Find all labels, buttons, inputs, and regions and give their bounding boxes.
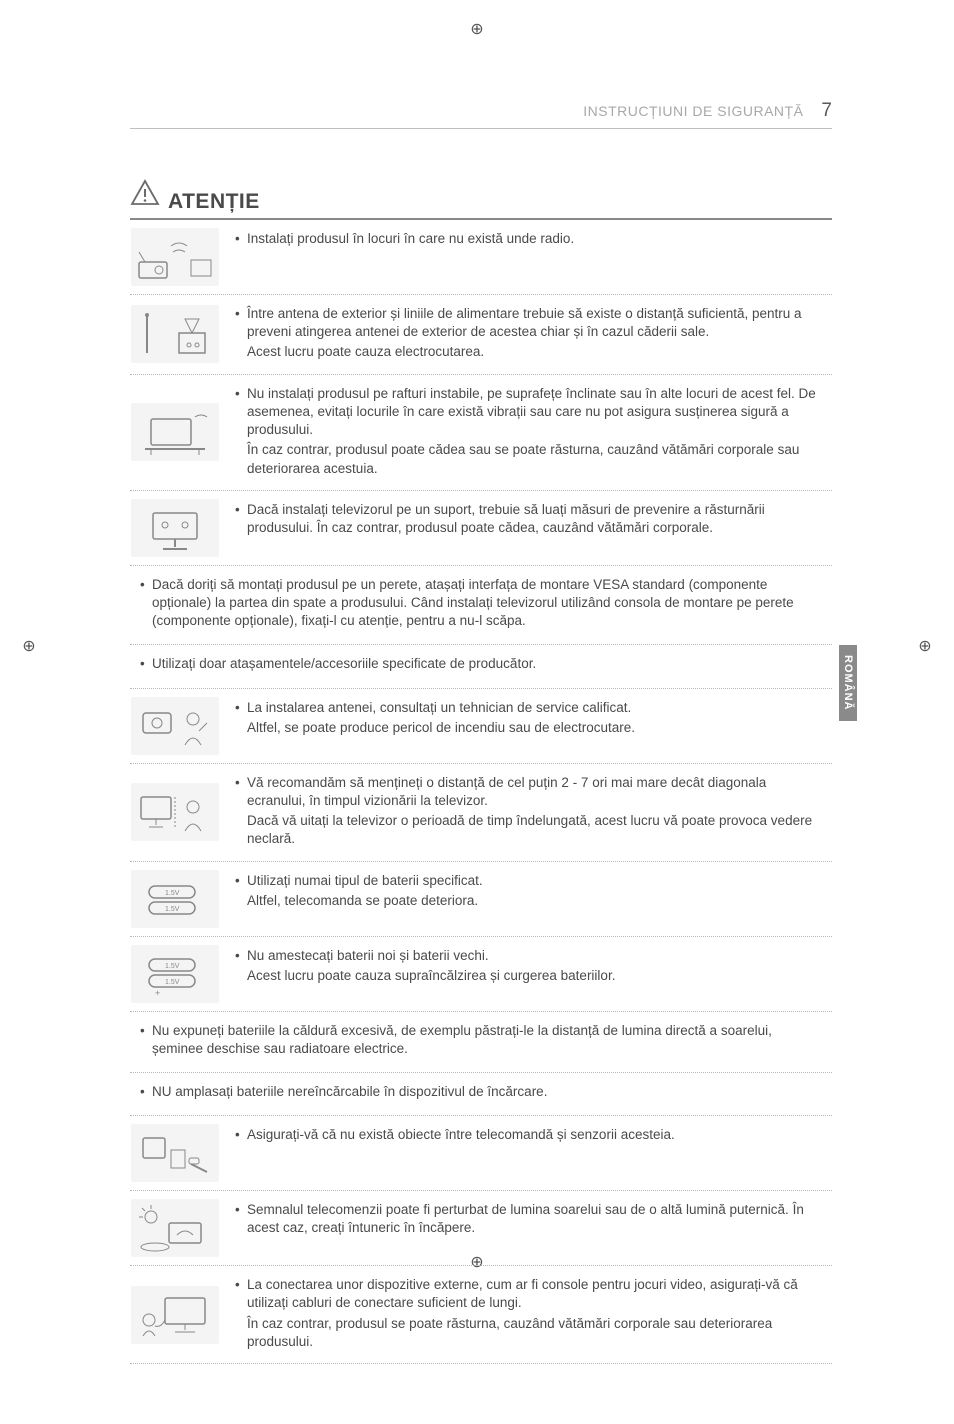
bullet-text: La conectarea unor dispozitive externe, … — [235, 1276, 826, 1312]
bullet-text: Între antena de exterior și liniile de a… — [235, 305, 826, 341]
safety-item: Nu instalați produsul pe rafturi instabi… — [130, 375, 832, 491]
antenna-icon — [130, 301, 225, 368]
bullet-text: Dacă doriți să montați produsul pe un pe… — [140, 576, 826, 631]
item-text: Dacă doriți să montați produsul pe un pe… — [130, 572, 832, 639]
safety-item: Instalați produsul în locuri în care nu … — [130, 220, 832, 295]
radio-icon — [130, 226, 225, 288]
item-text: Între antena de exterior și liniile de a… — [225, 301, 832, 368]
battery-mix-icon: 1.5V 1.5V + — [130, 943, 225, 1005]
page-content: INSTRUCȚIUNI DE SIGURANȚĂ 7 ATENȚIE Inst… — [0, 0, 954, 1424]
svg-text:+: + — [155, 988, 160, 998]
page-number: 7 — [821, 100, 832, 122]
item-text: Vă recomandăm să mențineți o distanță de… — [225, 770, 832, 855]
extra-text: Altfel, telecomanda se poate deteriora. — [235, 892, 826, 910]
safety-item: Dacă doriți să montați produsul pe un pe… — [130, 566, 832, 646]
item-text: Utilizați doar atașamentele/accesoriile … — [130, 651, 832, 681]
item-text: Nu expuneți bateriile la căldură excesiv… — [130, 1018, 832, 1066]
bullet-text: Semnalul telecomenzii poate fi perturbat… — [235, 1201, 826, 1237]
page-header: INSTRUCȚIUNI DE SIGURANȚĂ 7 — [130, 100, 832, 129]
extra-text: Acest lucru poate cauza electrocutarea. — [235, 343, 826, 361]
item-text: Nu amestecați baterii noi și baterii vec… — [225, 943, 832, 1005]
extra-text: În caz contrar, produsul se poate răstur… — [235, 1315, 826, 1351]
distance-icon — [130, 770, 225, 855]
remote-obj-icon — [130, 1122, 225, 1184]
svg-text:1.5V: 1.5V — [165, 890, 180, 897]
bullet-text: Utilizați numai tipul de baterii specifi… — [235, 872, 826, 890]
console-icon — [130, 1272, 225, 1357]
item-text: Semnalul telecomenzii poate fi perturbat… — [225, 1197, 832, 1259]
bullet-text: Vă recomandăm să mențineți o distanță de… — [235, 774, 826, 810]
svg-text:1.5V: 1.5V — [165, 979, 180, 986]
item-text: La conectarea unor dispozitive externe, … — [225, 1272, 832, 1357]
safety-item: Între antena de exterior și liniile de a… — [130, 295, 832, 375]
bullet-text: Nu instalați produsul pe rafturi instabi… — [235, 385, 826, 440]
bullet-text: La instalarea antenei, consultați un teh… — [235, 699, 826, 717]
safety-item: Asigurați-vă că nu există obiecte între … — [130, 1116, 832, 1191]
caution-header: ATENȚIE — [130, 179, 832, 214]
safety-item: La conectarea unor dispozitive externe, … — [130, 1266, 832, 1364]
extra-text: Acest lucru poate cauza supraîncălzirea … — [235, 967, 826, 985]
warning-triangle-icon — [130, 179, 160, 214]
svg-text:1.5V: 1.5V — [165, 963, 180, 970]
bullet-text: Nu amestecați baterii noi și baterii vec… — [235, 947, 826, 965]
svg-text:1.5V: 1.5V — [165, 906, 180, 913]
safety-item: Nu expuneți bateriile la căldură excesiv… — [130, 1012, 832, 1073]
battery-icon: 1.5V 1.5V — [130, 868, 225, 930]
bullet-text: Nu expuneți bateriile la căldură excesiv… — [140, 1022, 826, 1058]
bullet-text: Instalați produsul în locuri în care nu … — [235, 230, 826, 248]
safety-item: La instalarea antenei, consultați un teh… — [130, 689, 832, 764]
bullet-text: Dacă instalați televizorul pe un suport,… — [235, 501, 826, 537]
caution-label: ATENȚIE — [168, 190, 260, 214]
safety-item: Semnalul telecomenzii poate fi perturbat… — [130, 1191, 832, 1266]
item-text: NU amplasați bateriile nereîncărcabile î… — [130, 1079, 832, 1109]
items-container: Instalați produsul în locuri în care nu … — [130, 220, 832, 1364]
extra-text: În caz contrar, produsul poate cădea sau… — [235, 441, 826, 477]
item-text: Dacă instalați televizorul pe un suport,… — [225, 497, 832, 559]
bullet-text: Asigurați-vă că nu există obiecte între … — [235, 1126, 826, 1144]
safety-item: 1.5V 1.5V + Nu amestecați baterii noi și ba… — [130, 937, 832, 1012]
item-text: Nu instalați produsul pe rafturi instabi… — [225, 381, 832, 484]
section-title: INSTRUCȚIUNI DE SIGURANȚĂ — [583, 103, 803, 119]
safety-item: NU amplasați bateriile nereîncărcabile î… — [130, 1073, 832, 1116]
technician-icon — [130, 695, 225, 757]
bullet-text: Utilizați doar atașamentele/accesoriile … — [140, 655, 826, 673]
shelf-icon — [130, 381, 225, 484]
item-text: Instalați produsul în locuri în care nu … — [225, 226, 832, 288]
item-text: Utilizați numai tipul de baterii specifi… — [225, 868, 832, 930]
safety-item: Utilizați doar atașamentele/accesoriile … — [130, 645, 832, 688]
safety-item: 1.5V 1.5V Utilizați numai tipul de baterii… — [130, 862, 832, 937]
item-text: Asigurați-vă că nu există obiecte între … — [225, 1122, 832, 1184]
sunlight-icon — [130, 1197, 225, 1259]
bullet-text: NU amplasați bateriile nereîncărcabile î… — [140, 1083, 826, 1101]
extra-text: Dacă vă uitați la televizor o perioadă d… — [235, 812, 826, 848]
safety-item: Dacă instalați televizorul pe un suport,… — [130, 491, 832, 566]
item-text: La instalarea antenei, consultați un teh… — [225, 695, 832, 757]
extra-text: Altfel, se poate produce pericol de ince… — [235, 719, 826, 737]
stand-icon — [130, 497, 225, 559]
safety-item: Vă recomandăm să mențineți o distanță de… — [130, 764, 832, 862]
